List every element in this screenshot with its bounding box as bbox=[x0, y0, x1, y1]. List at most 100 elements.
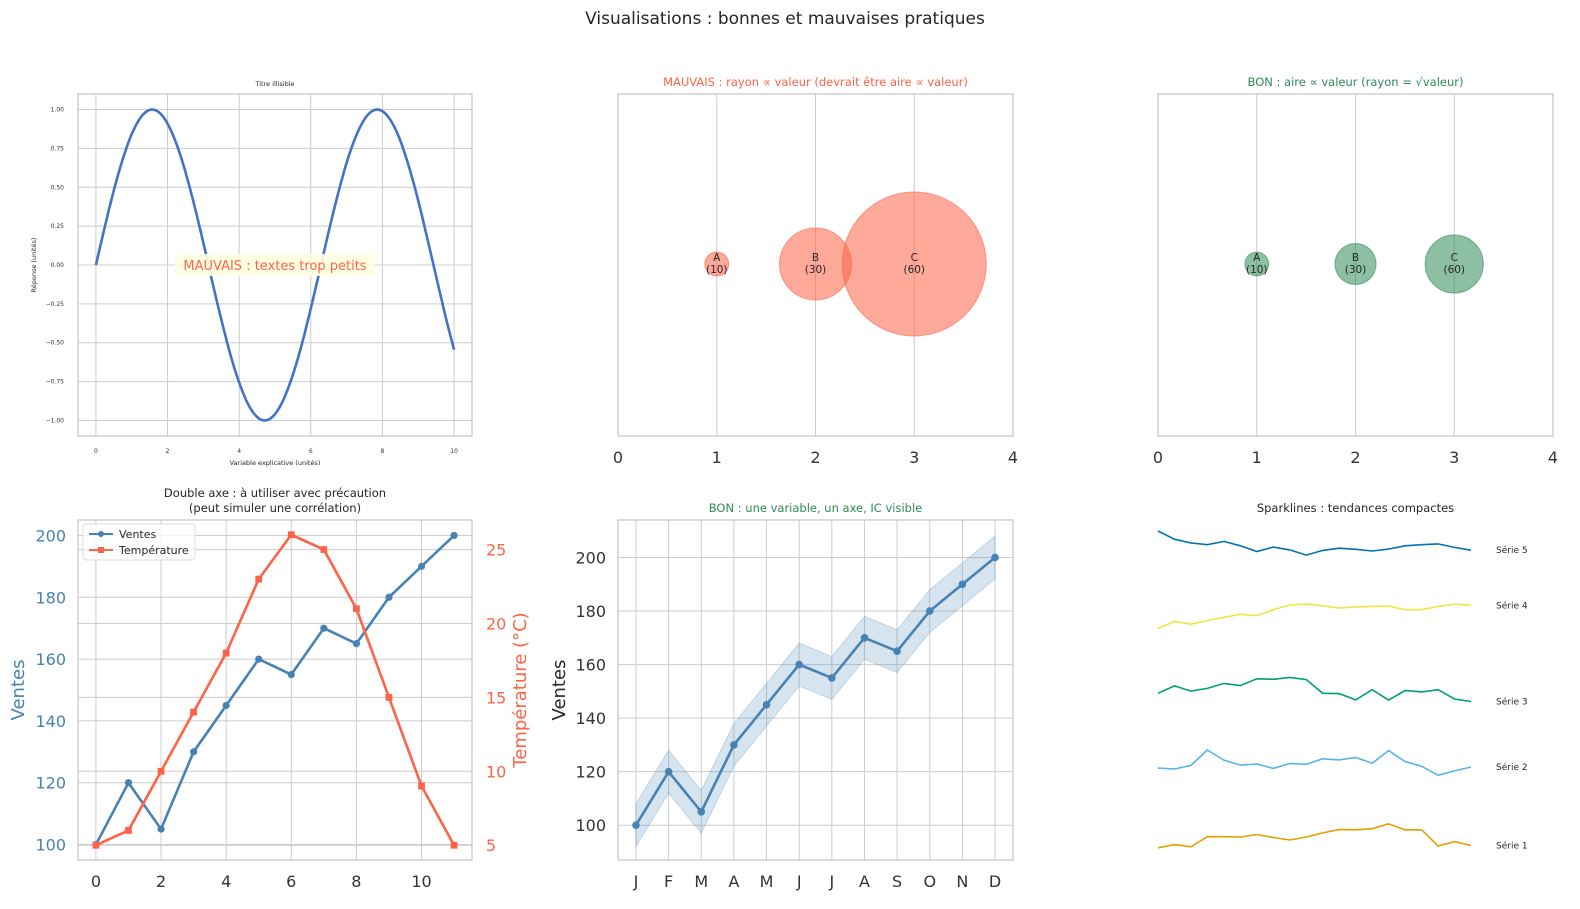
sine-axes-frame bbox=[77, 93, 473, 437]
sparkline-label: Série 1 bbox=[1496, 840, 1528, 851]
dual-y-right-axis-label: Température (°C) bbox=[510, 612, 531, 768]
sine-x-tick-label: 0 bbox=[94, 448, 98, 455]
panel-dual-axis: 0 2 4 6 8 10 100 120 140 160 180 200 5 10 15 20 25 Ventes… bbox=[8, 486, 531, 891]
dual-temperature-point bbox=[222, 649, 230, 657]
dual-y-right-tick-label: 20 bbox=[486, 614, 506, 633]
dual-y-left-tick-label: 180 bbox=[35, 588, 66, 607]
dual-ventes-point bbox=[287, 670, 295, 679]
dual-ventes-point bbox=[320, 624, 328, 632]
ci-y-tick-label: 140 bbox=[575, 709, 606, 728]
bubble-bad-x-tick-label: 4 bbox=[1008, 448, 1018, 467]
dual-temperature-point bbox=[157, 767, 165, 775]
sine-annotation-box bbox=[175, 254, 375, 276]
dual-temperature-point bbox=[385, 693, 393, 701]
ci-x-tick-label: M bbox=[760, 872, 774, 891]
dual-legend-temperature-marker bbox=[98, 547, 104, 553]
dual-axes-frame bbox=[77, 519, 473, 861]
dual-ventes-point bbox=[450, 531, 458, 540]
bubble-good-x-tick-label: 0 bbox=[1153, 448, 1163, 467]
bubble-good-bubble-a bbox=[1244, 251, 1270, 277]
bubble-bad-bubble-label: A bbox=[713, 252, 721, 264]
sine-y-tick-label: 0.50 bbox=[51, 184, 65, 191]
bubble-bad-x-tick-label: 3 bbox=[909, 448, 919, 467]
bubble-good-bubble-b bbox=[1334, 242, 1377, 286]
dual-x-tick-label: 8 bbox=[351, 872, 361, 891]
sine-y-axis-label: Réponse (unités) bbox=[30, 238, 38, 293]
dual-title-line2: (peut simuler une corrélation) bbox=[189, 501, 361, 515]
dual-y-left-tick-label: 140 bbox=[35, 712, 66, 731]
ci-confidence-band bbox=[635, 535, 996, 849]
ci-point bbox=[893, 647, 901, 655]
panel-ci-line: J F M A M J J A S O N D 100 120 140 160 180 200 BON : une … bbox=[549, 501, 1014, 891]
ci-point bbox=[925, 607, 934, 615]
figure-suptitle: Visualisations : bonnes et mauvaises pra… bbox=[585, 9, 985, 29]
dual-series-ventes-line bbox=[94, 534, 455, 846]
dual-y-left-tick-label: 100 bbox=[35, 836, 66, 855]
bubble-good-axes-frame bbox=[1157, 93, 1554, 437]
sine-y-tick-label: −0.75 bbox=[46, 379, 65, 386]
sine-y-tick-label: 0.00 bbox=[51, 262, 65, 269]
dual-y-left-tick-label: 200 bbox=[35, 526, 66, 545]
bubble-bad-x-tick-label: 2 bbox=[810, 448, 820, 467]
bubble-bad-bubble-a bbox=[704, 251, 730, 277]
bubble-bad-x-tick-label: 1 bbox=[712, 448, 722, 467]
bubble-good-x-tick-label: 3 bbox=[1449, 448, 1459, 467]
dual-ventes-point bbox=[352, 640, 361, 648]
dual-x-tick-label: 10 bbox=[411, 872, 431, 891]
dual-ventes-point bbox=[255, 655, 263, 663]
ci-point bbox=[860, 633, 869, 642]
sparkline-3 bbox=[1157, 676, 1472, 703]
bubble-bad-bubble-value: (10) bbox=[706, 264, 728, 276]
bubble-good-bubble-value: (30) bbox=[1345, 264, 1367, 276]
dual-temperature-point bbox=[418, 782, 425, 790]
ci-x-tick-label: F bbox=[664, 872, 673, 891]
dual-temperature-point bbox=[450, 841, 458, 849]
dual-ventes-point bbox=[385, 593, 393, 601]
dual-series-temperature-line bbox=[95, 533, 456, 847]
bubble-good-bubble-value: (60) bbox=[1443, 264, 1465, 276]
dual-x-tick-label: 2 bbox=[156, 872, 166, 891]
ci-x-tick-label: M bbox=[694, 872, 708, 891]
dual-ventes-point bbox=[222, 701, 230, 710]
bubble-good-bubble-value: (10) bbox=[1246, 264, 1268, 276]
dual-y-right-tick-label: 25 bbox=[486, 541, 506, 560]
bubble-good-title: BON : aire ∝ valeur (rayon = √valeur) bbox=[1248, 75, 1464, 89]
ci-point bbox=[730, 741, 738, 749]
sparkline-label: Série 5 bbox=[1496, 545, 1528, 556]
dual-temperature-point bbox=[190, 708, 197, 716]
bubble-bad-axes-frame bbox=[617, 93, 1014, 437]
sine-y-tick-label: −0.25 bbox=[46, 301, 65, 308]
ci-x-tick-label: A bbox=[859, 872, 870, 891]
sine-y-tick-label: −1.00 bbox=[46, 417, 65, 424]
spark-title: Sparklines : tendances compactes bbox=[1257, 501, 1454, 515]
ci-x-tick-label: S bbox=[892, 872, 902, 891]
dual-temperature-point bbox=[353, 605, 360, 613]
dual-y-right-tick-label: 10 bbox=[486, 762, 506, 781]
sparkline-5 bbox=[1157, 530, 1472, 556]
ci-x-tick-label: A bbox=[728, 872, 739, 891]
panel-sparklines: Série 5 Série 4 Série 3 Série 2 Série 1 Spark… bbox=[1157, 501, 1528, 851]
ci-x-tick-label: N bbox=[956, 872, 968, 891]
bubble-good-bubble-label: C bbox=[1451, 252, 1458, 264]
dual-temperature-point bbox=[320, 546, 328, 553]
ci-x-tick-label: J bbox=[633, 872, 639, 891]
sparkline-2 bbox=[1157, 748, 1472, 777]
ci-x-tick-label: D bbox=[989, 872, 1001, 891]
dual-temperature-point bbox=[287, 531, 295, 539]
dual-ventes-point bbox=[157, 825, 165, 833]
sine-curve bbox=[94, 108, 456, 422]
panel-bubble-bad: 0 1 2 3 4 A(10) B(30) C(60) MAUVAIS : rayon ∝ va… bbox=[613, 75, 1018, 467]
sine-y-tick-label: 0.25 bbox=[51, 223, 65, 230]
dual-temperature-point bbox=[92, 841, 100, 849]
ci-y-tick-label: 200 bbox=[575, 548, 606, 567]
sparkline-1 bbox=[1157, 822, 1472, 849]
bubble-bad-bubble-c bbox=[841, 191, 987, 337]
bubble-good-bubble-c bbox=[1424, 234, 1484, 294]
bubble-bad-bubble-value: (60) bbox=[903, 264, 925, 276]
sine-y-tick-label: 0.75 bbox=[51, 145, 65, 152]
dual-x-tick-label: 4 bbox=[221, 872, 231, 891]
dual-ventes-point bbox=[417, 562, 426, 570]
ci-point bbox=[697, 808, 706, 816]
sine-x-tick-label: 6 bbox=[309, 448, 313, 455]
bubble-bad-x-tick-label: 0 bbox=[613, 448, 623, 467]
